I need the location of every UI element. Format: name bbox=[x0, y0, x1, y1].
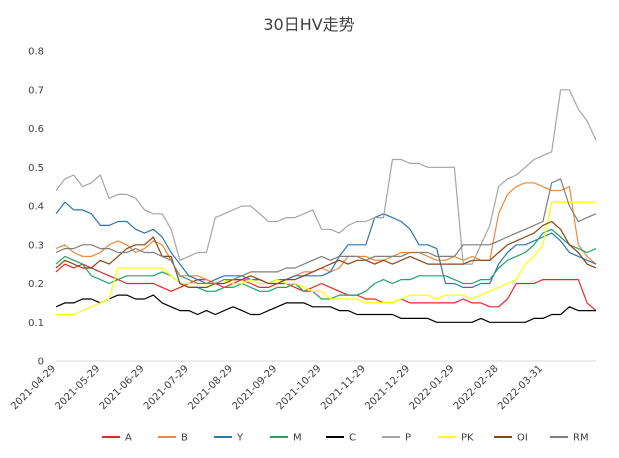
legend-label: Y bbox=[236, 433, 244, 444]
legend-label: RM bbox=[573, 433, 589, 444]
y-tick-label: 0.7 bbox=[28, 85, 44, 96]
legend: A B Y M C P PK OI RM bbox=[102, 433, 589, 444]
series-line-m bbox=[55, 228, 597, 300]
legend-label: C bbox=[349, 433, 356, 444]
x-tick-label: 2021-09-29 bbox=[231, 363, 280, 412]
y-tick-label: 0.4 bbox=[28, 202, 44, 213]
legend-label: OI bbox=[517, 433, 528, 444]
x-tick-label: 2022-02-28 bbox=[452, 363, 501, 412]
x-tick-label: 2021-08-29 bbox=[186, 363, 235, 412]
series-line-p bbox=[55, 89, 597, 265]
series-line-a bbox=[55, 263, 597, 312]
series-line-b bbox=[55, 182, 597, 285]
legend-label: P bbox=[405, 433, 411, 444]
x-tick-label: 2021-11-29 bbox=[319, 363, 368, 412]
series-line-c bbox=[55, 294, 596, 323]
y-tick-label: 0.2 bbox=[28, 279, 44, 290]
x-tick-label: 2021-06-29 bbox=[98, 363, 147, 412]
legend-label: PK bbox=[461, 433, 474, 444]
y-tick-label: 0.3 bbox=[28, 240, 44, 251]
series-line-pk bbox=[56, 201, 596, 316]
x-tick-label: 2021-07-29 bbox=[142, 363, 191, 412]
y-tick-label: 0.8 bbox=[28, 47, 44, 58]
series-lines bbox=[55, 89, 597, 323]
series-line-oi bbox=[55, 220, 597, 288]
legend-label: M bbox=[293, 433, 302, 444]
x-axis: 2021-04-292021-05-292021-06-292021-07-29… bbox=[9, 363, 545, 412]
series-line-rm bbox=[55, 178, 597, 285]
series-line-y bbox=[55, 201, 597, 288]
x-tick-label: 2021-10-29 bbox=[275, 363, 324, 412]
x-tick-label: 2022-01-29 bbox=[408, 363, 457, 412]
x-tick-label: 2021-12-29 bbox=[363, 363, 412, 412]
x-tick-label: 2021-05-29 bbox=[54, 363, 103, 412]
y-tick-label: 0.1 bbox=[28, 318, 44, 329]
x-tick-label: 2022-03-31 bbox=[496, 363, 545, 412]
x-tick-label: 2021-04-29 bbox=[9, 363, 58, 412]
y-tick-label: 0 bbox=[38, 357, 44, 368]
y-tick-label: 0.5 bbox=[28, 163, 44, 174]
y-axis: 0 0.1 0.2 0.3 0.4 0.5 0.6 0.7 0.8 bbox=[28, 47, 44, 368]
legend-label: B bbox=[181, 433, 188, 444]
chart-title: 30日HV走势 bbox=[263, 15, 354, 34]
y-tick-label: 0.6 bbox=[28, 124, 44, 135]
legend-label: A bbox=[125, 433, 132, 444]
